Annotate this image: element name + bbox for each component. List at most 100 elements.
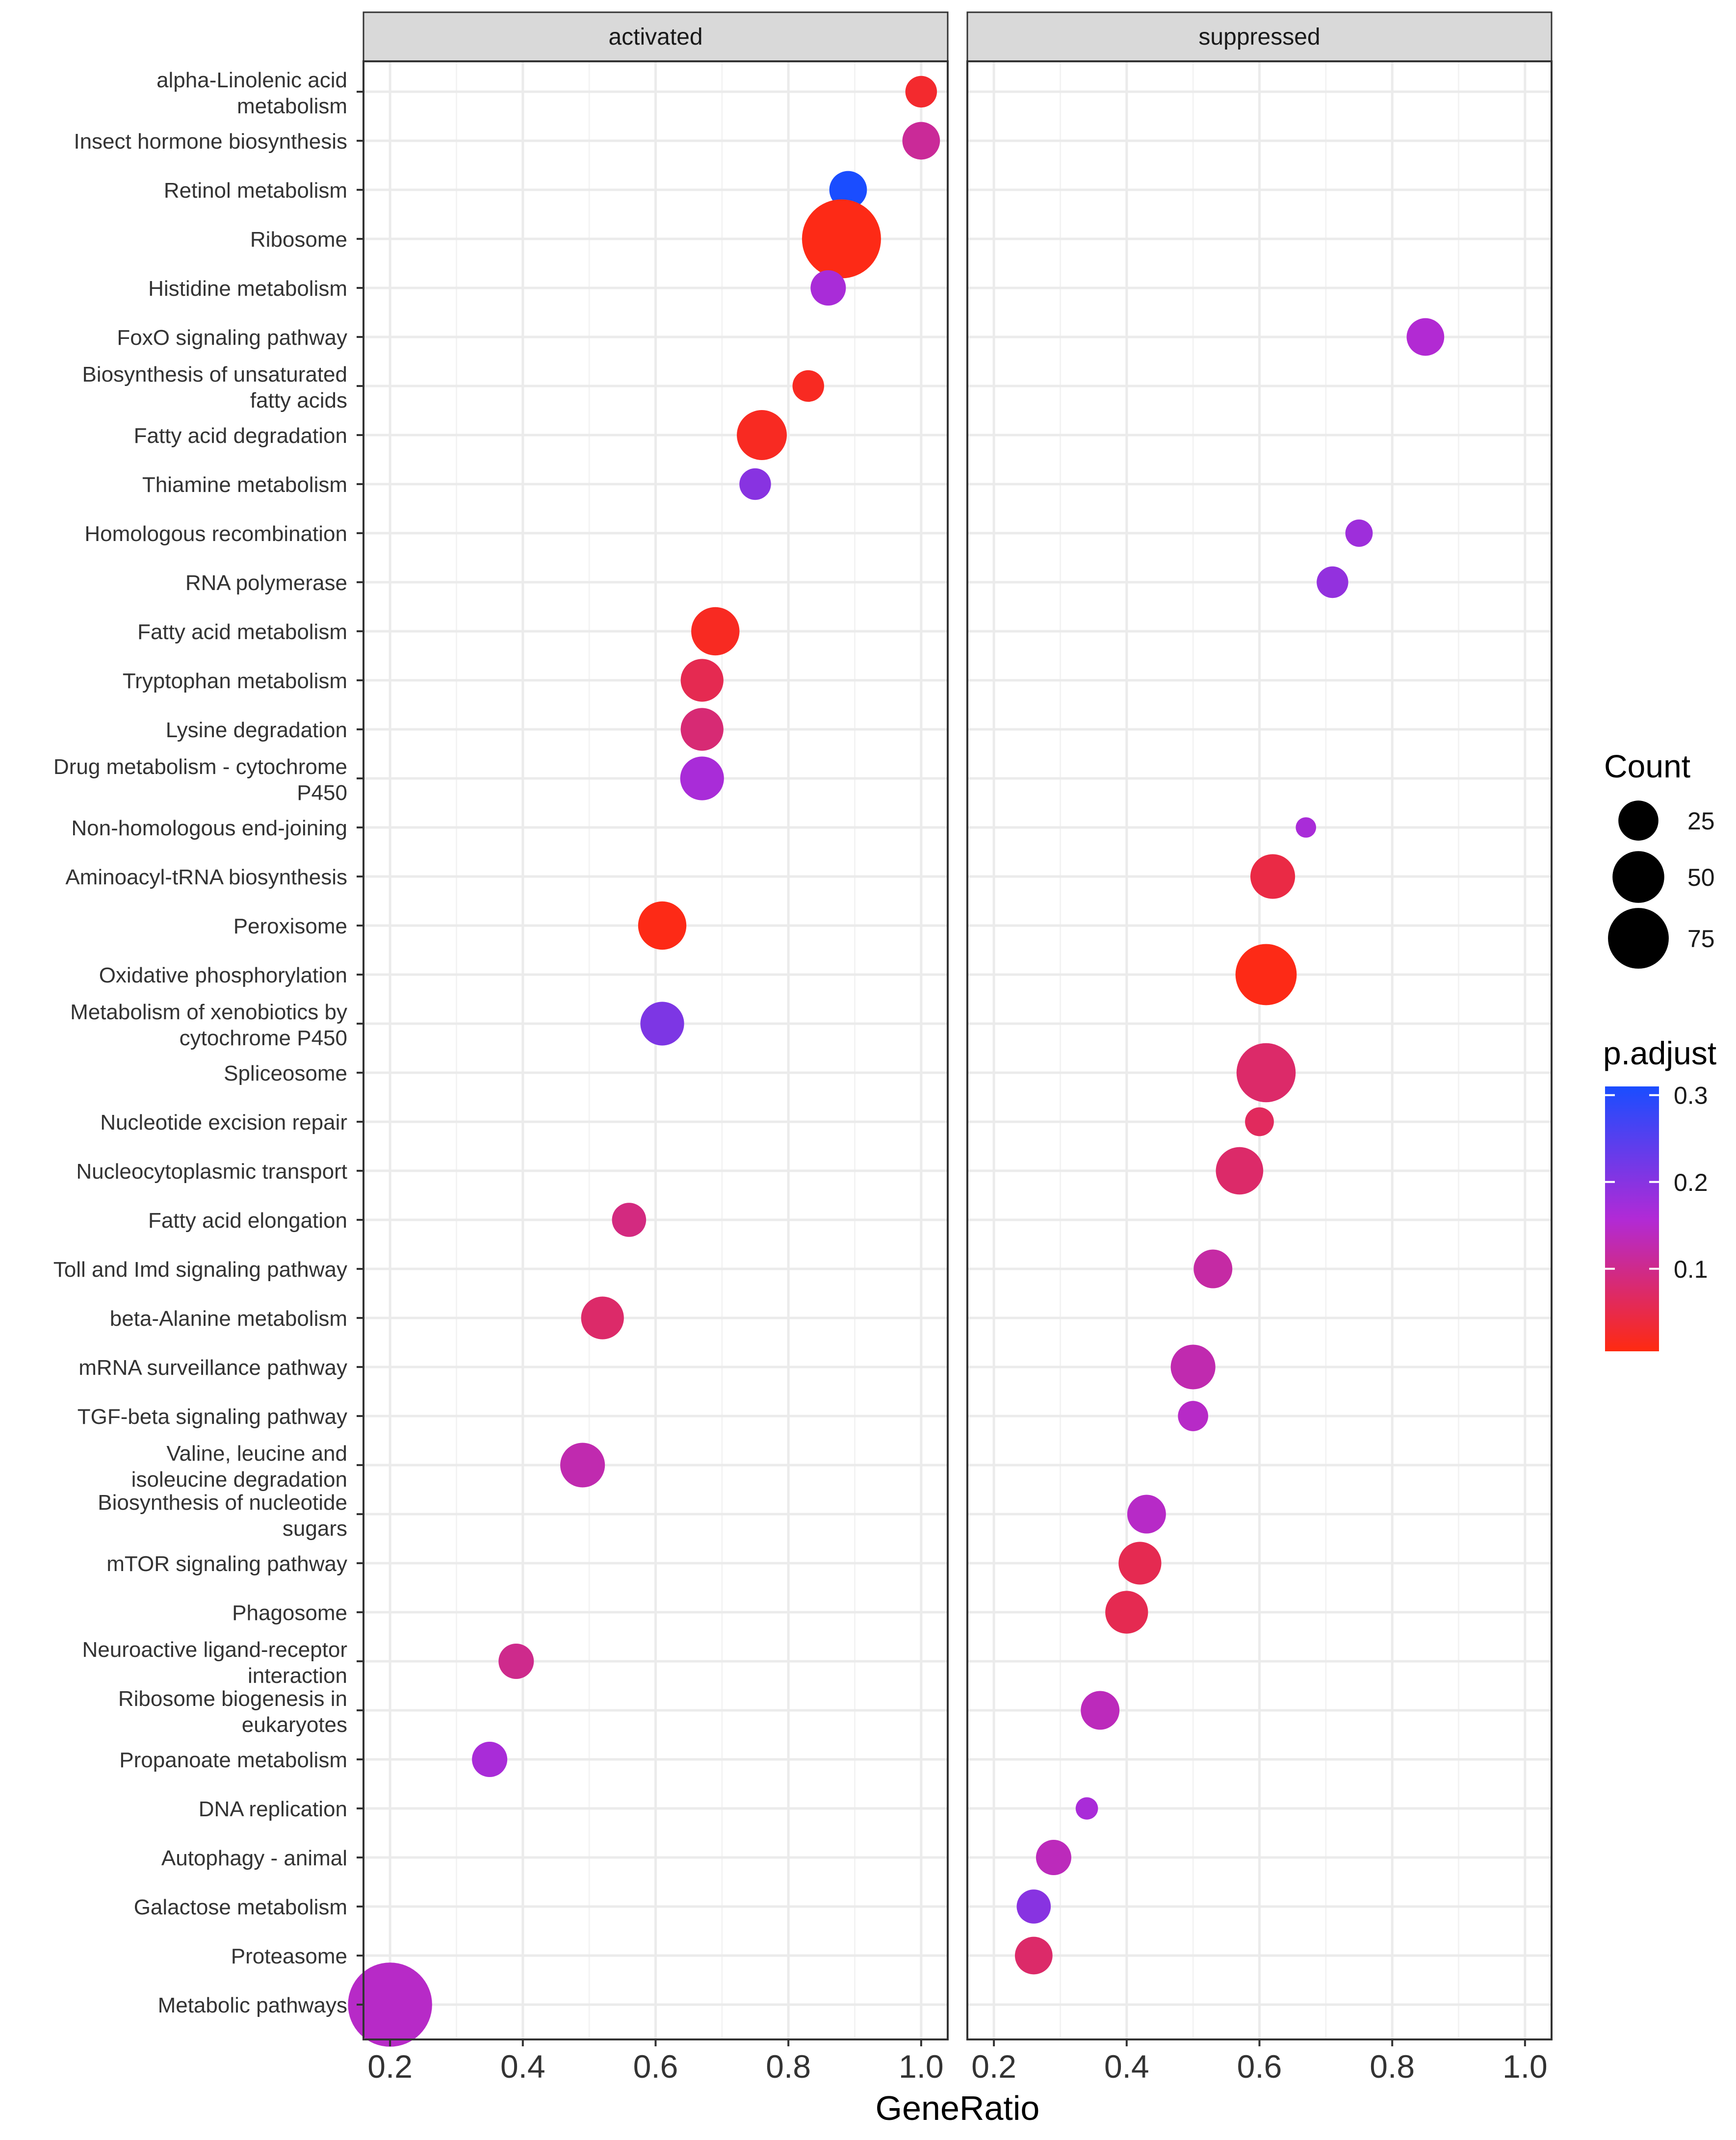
dot — [905, 76, 937, 108]
legend-p-adjust-label: 0.3 — [1674, 1082, 1708, 1109]
dot — [680, 708, 724, 751]
y-tick-label: alpha-Linolenic acid metabolism — [156, 68, 347, 118]
y-tick-label: Nucleotide excision repair — [100, 1110, 347, 1134]
dot — [612, 1203, 647, 1237]
dot — [1118, 1542, 1162, 1585]
legend-count-title: Count — [1604, 748, 1690, 784]
y-tick-label: TGF-beta signaling pathway — [78, 1405, 347, 1429]
dot — [498, 1643, 534, 1679]
y-tick-label: FoxO signaling pathway — [117, 326, 347, 350]
legend-count: Count 25 50 75 — [1604, 748, 1715, 969]
dot — [1250, 854, 1296, 899]
dot — [1345, 519, 1373, 547]
x-tick-label: 0.8 — [766, 2048, 811, 2085]
y-tick-label: Valine, leucine and isoleucine degradatio… — [131, 1442, 347, 1492]
dot — [680, 756, 724, 800]
x-tick-label: 1.0 — [899, 2048, 944, 2085]
x-tick-label: 0.6 — [1237, 2048, 1282, 2085]
legend-count-key — [1618, 800, 1658, 841]
dot — [1245, 1107, 1274, 1136]
colorbar — [1605, 1086, 1659, 1351]
legend-count-label: 75 — [1687, 925, 1715, 953]
y-tick-label: Nucleocytoplasmic transport — [76, 1160, 347, 1184]
y-tick-label: beta-Alanine metabolism — [110, 1307, 347, 1331]
y-tick-label: Autophagy - animal — [161, 1846, 347, 1870]
x-axis-suppressed: 0.2 0.4 0.6 0.8 1.0 — [971, 2039, 1548, 2085]
y-tick-label: DNA replication — [199, 1797, 347, 1821]
legend-p-adjust: p.adjust 0.3 0.2 0.1 — [1603, 1035, 1716, 1351]
y-tick-label: Fatty acid metabolism — [137, 620, 347, 644]
x-axis-title: GeneRatio — [876, 2089, 1040, 2127]
dots-suppressed — [1014, 318, 1445, 1975]
y-tick-label: mTOR signaling pathway — [106, 1552, 347, 1576]
y-tick-label: Metabolic pathways — [158, 1993, 347, 2017]
dot — [1081, 1691, 1120, 1730]
y-tick-label: Biosynthesis of unsaturated fatty acids — [82, 362, 347, 413]
y-tick-label: Fatty acid elongation — [148, 1209, 347, 1233]
y-tick-label: Spliceosome — [224, 1061, 347, 1085]
y-tick-label: RNA polymerase — [185, 571, 347, 595]
y-tick-label: Peroxisome — [233, 914, 347, 938]
x-tick-label: 1.0 — [1503, 2048, 1548, 2085]
x-axis-activated: 0.2 0.4 0.6 0.8 1.0 — [367, 2039, 944, 2085]
y-tick-label: Retinol metabolism — [164, 179, 347, 203]
dot — [1216, 1147, 1264, 1195]
dot — [1236, 1043, 1296, 1103]
y-tick-label: Metabolism of xenobiotics by cytochrome P… — [70, 1000, 347, 1050]
x-tick-label: 0.8 — [1370, 2048, 1415, 2085]
y-tick-label: Thiamine metabolism — [142, 473, 347, 497]
x-tick-label: 0.4 — [500, 2048, 545, 2085]
dot — [1235, 944, 1297, 1006]
dot — [691, 607, 740, 656]
y-tick-label: Lysine degradation — [166, 718, 347, 742]
y-tick-label: Histidine metabolism — [148, 277, 347, 301]
strip-activated — [363, 11, 949, 62]
legend-p-adjust-title: p.adjust — [1603, 1035, 1716, 1071]
dot — [1016, 1889, 1051, 1924]
strip-suppressed-label: suppressed — [1198, 24, 1320, 50]
dot — [792, 370, 825, 402]
y-tick-label: Ribosome — [250, 228, 347, 252]
dot — [1317, 566, 1348, 598]
y-tick-label: Fatty acid degradation — [134, 424, 347, 448]
x-tick-label: 0.2 — [367, 2048, 413, 2085]
y-tick-label: Aminoacyl-tRNA biosynthesis — [65, 865, 347, 889]
strip-suppressed — [966, 11, 1553, 62]
legend-count-key — [1608, 908, 1669, 969]
y-tick-label: Non-homologous end-joining — [71, 816, 347, 840]
panel-suppressed: suppressed 0.2 0.4 0.6 0.8 1.0 — [966, 11, 1553, 2085]
dot — [1075, 1797, 1098, 1820]
legend-count-label: 50 — [1687, 864, 1715, 891]
x-tick-label: 0.6 — [633, 2048, 678, 2085]
grid-activated — [363, 61, 948, 2039]
legend-p-adjust-label: 0.1 — [1674, 1256, 1708, 1283]
dot — [829, 171, 867, 209]
dot — [1178, 1401, 1209, 1431]
strip-activated-label: activated — [608, 24, 702, 50]
legend-count-key — [1612, 851, 1664, 903]
dot — [739, 468, 771, 500]
y-tick-label: Tryptophan metabolism — [123, 669, 347, 693]
y-axis: alpha-Linolenic acid metabolism Insect hor… — [53, 68, 363, 2017]
y-tick-label: Drug metabolism - cytochrome P450 — [53, 755, 347, 805]
dot — [348, 1962, 432, 2047]
dot — [1036, 1839, 1071, 1876]
dot — [1193, 1249, 1233, 1289]
dot — [902, 122, 940, 160]
y-tick-label: Ribosome biogenesis in eukaryotes — [118, 1687, 347, 1737]
legend-p-adjust-label: 0.2 — [1674, 1169, 1708, 1196]
y-tick-label: Biosynthesis of nucleotide sugars — [98, 1491, 347, 1541]
dot — [638, 901, 687, 950]
dot — [560, 1443, 605, 1488]
dot — [810, 270, 846, 306]
panel-activated: activated 0.2 0.4 0.6 0.8 1.0 — [348, 11, 949, 2085]
y-tick-label: mRNA surveillance pathway — [78, 1356, 347, 1380]
dot — [581, 1296, 624, 1340]
legend-count-label: 25 — [1687, 807, 1715, 835]
dot — [737, 410, 787, 460]
dot — [472, 1741, 508, 1778]
y-tick-label: Neuroactive ligand-receptor interaction — [82, 1638, 347, 1688]
dot — [1127, 1495, 1166, 1534]
y-tick-label: Proteasome — [231, 1944, 347, 1968]
